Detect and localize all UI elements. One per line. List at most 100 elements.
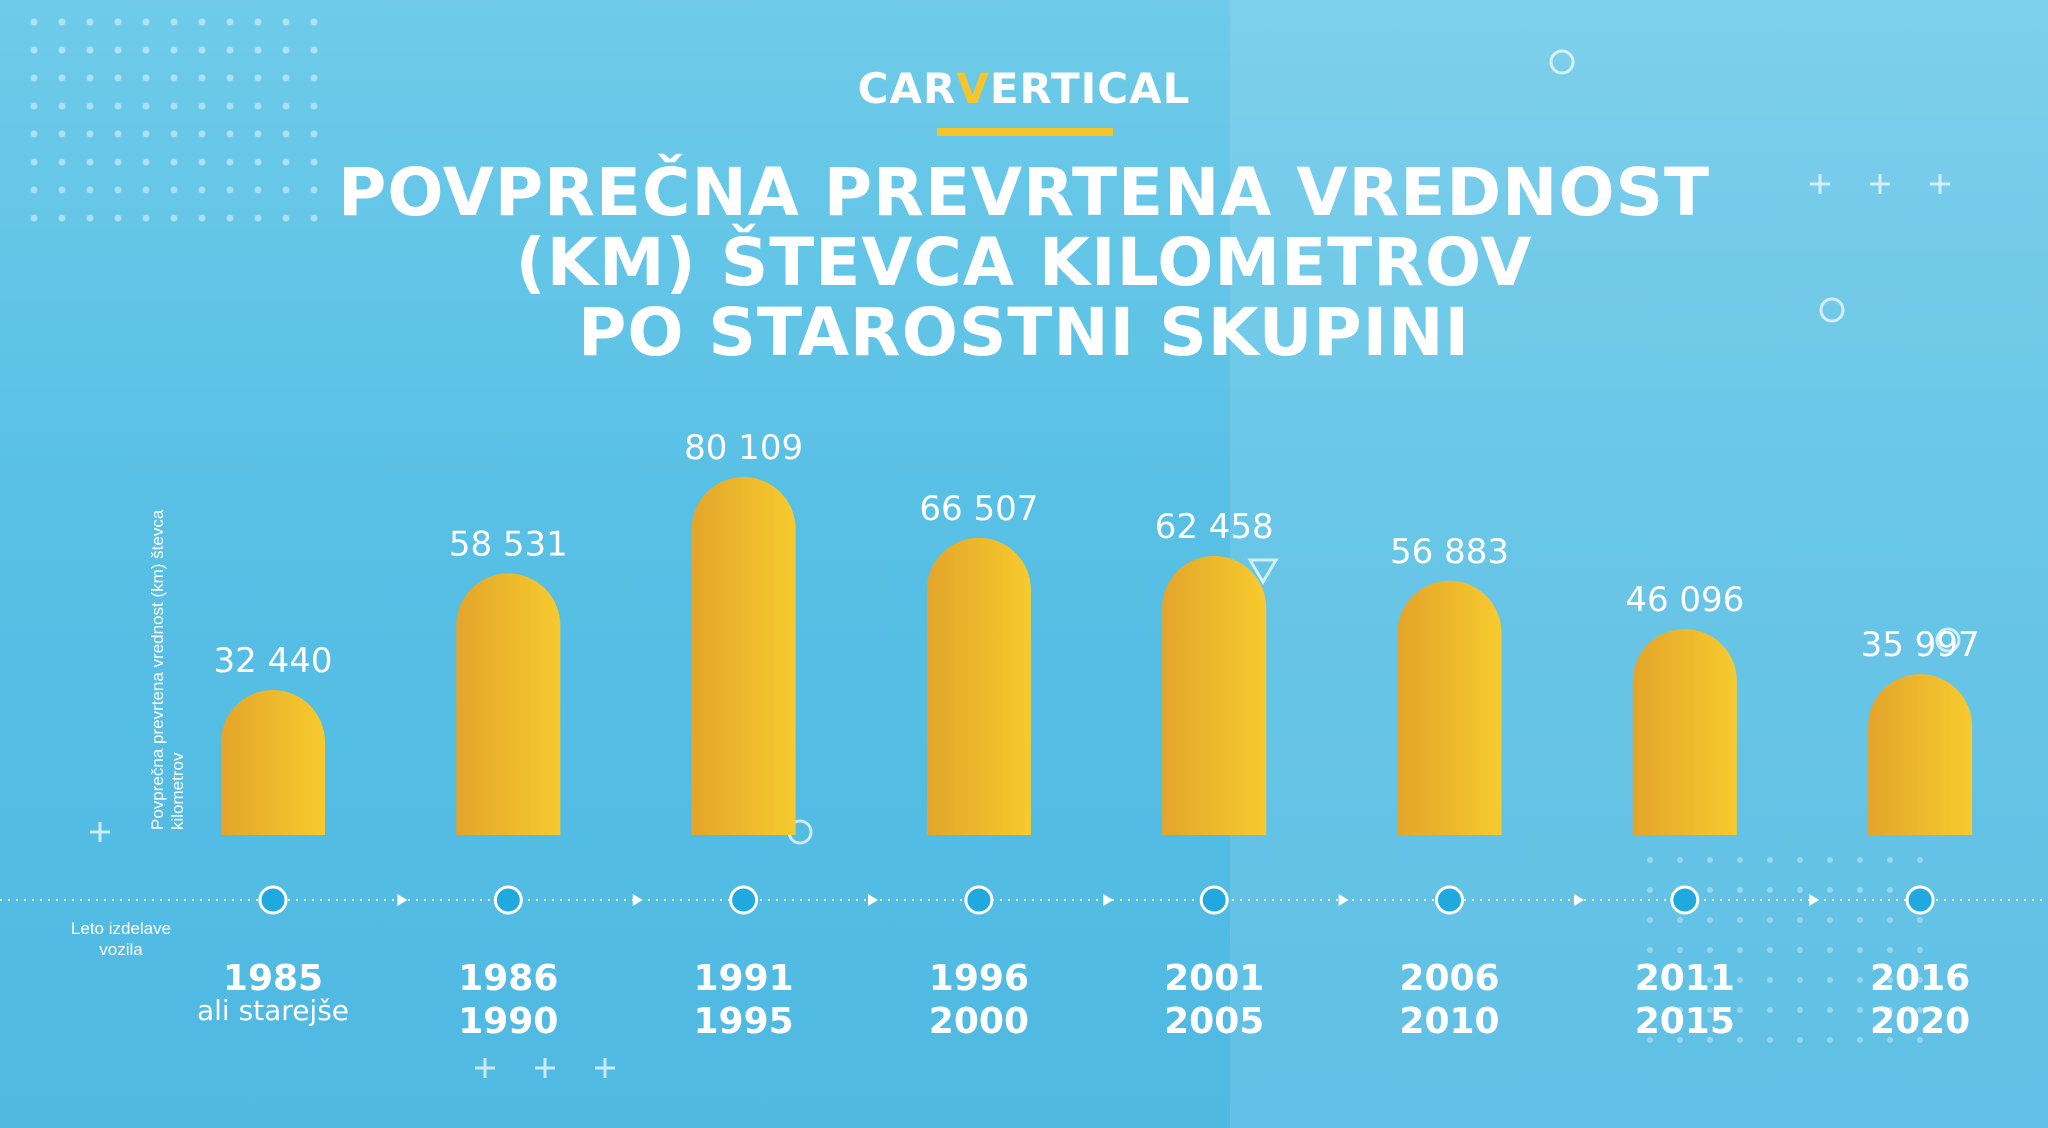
bg-dot	[198, 46, 206, 54]
bg-dot	[58, 214, 66, 222]
chart-title: POVPREČNA PREVRTENA VREDNOST (KM) ŠTEVCA…	[124, 158, 1924, 368]
timeline-marker	[729, 885, 759, 915]
category-label: 2020	[1870, 1001, 1970, 1042]
bg-dot	[142, 102, 150, 110]
bg-dot	[1647, 887, 1653, 893]
category-label: 1985	[223, 958, 323, 999]
bg-dot	[30, 130, 38, 138]
logo-underline	[937, 128, 1113, 136]
timeline-arrow	[1573, 894, 1584, 906]
bg-dot	[142, 18, 150, 26]
bg-dot	[1857, 1037, 1863, 1043]
timeline-arrow	[868, 894, 879, 906]
bg-dot	[30, 102, 38, 110]
bg-dot	[310, 158, 318, 166]
bg-dot	[1647, 1037, 1653, 1043]
bg-dot	[1827, 1007, 1833, 1013]
bg-dot	[198, 18, 206, 26]
bg-dot	[170, 130, 178, 138]
bg-dot	[114, 158, 122, 166]
bg-dot	[170, 158, 178, 166]
bg-dot	[1857, 887, 1863, 893]
timeline-arrow	[632, 894, 643, 906]
bg-dot	[86, 186, 94, 194]
category-label: 1990	[458, 1001, 558, 1042]
category-label: 2016	[1870, 958, 1970, 999]
bg-dot	[1737, 1007, 1743, 1013]
bg-dot	[86, 158, 94, 166]
bg-dot	[86, 130, 94, 138]
bg-dot	[254, 186, 262, 194]
bg-dot	[58, 18, 66, 26]
plus-icon	[1930, 174, 1950, 194]
bg-dot	[198, 214, 206, 222]
bar	[1632, 629, 1737, 835]
plus-icon	[1870, 174, 1890, 194]
bg-dot	[1707, 1037, 1713, 1043]
bg-dot	[142, 158, 150, 166]
bg-dot	[142, 46, 150, 54]
category-label: 2001	[1164, 958, 1264, 999]
bg-dot	[1857, 917, 1863, 923]
bar-value-label: 56 883	[1390, 532, 1509, 572]
bg-dot	[114, 74, 122, 82]
category-label: 2000	[929, 1001, 1029, 1042]
bg-dot	[310, 102, 318, 110]
bg-dot	[226, 130, 234, 138]
bg-dot	[1707, 857, 1713, 863]
bg-dot	[1797, 977, 1803, 983]
bg-dot	[1707, 947, 1713, 953]
bg-dot	[282, 18, 290, 26]
bg-dot	[198, 74, 206, 82]
bg-dot	[198, 186, 206, 194]
bg-dot	[1737, 857, 1743, 863]
bg-dot	[1647, 1007, 1653, 1013]
bg-dot	[114, 214, 122, 222]
bg-dot	[254, 214, 262, 222]
bg-dot	[1737, 887, 1743, 893]
triangle-icon	[1247, 558, 1279, 585]
bg-dot	[198, 130, 206, 138]
plus-icon	[595, 1058, 615, 1078]
bg-dot	[1887, 917, 1893, 923]
bg-dot	[1707, 917, 1713, 923]
bg-dot	[170, 102, 178, 110]
bg-dot	[1917, 1007, 1923, 1013]
category-label: 1986	[458, 958, 558, 999]
bar-value-label: 58 531	[449, 524, 568, 564]
bg-dot	[30, 158, 38, 166]
bg-dot	[1917, 947, 1923, 953]
timeline-marker	[1670, 885, 1700, 915]
bg-dot	[226, 102, 234, 110]
bar	[221, 690, 325, 835]
bg-dot	[1887, 887, 1893, 893]
bg-dot	[58, 158, 66, 166]
bg-dot	[198, 158, 206, 166]
bg-dot	[1677, 947, 1683, 953]
bg-dot	[86, 102, 94, 110]
bar	[456, 573, 561, 835]
category-label: 2006	[1399, 958, 1499, 999]
bg-dot	[310, 130, 318, 138]
bg-dot	[1827, 857, 1833, 863]
title-line-3: PO STAROSTNI SKUPINI	[577, 294, 1471, 371]
bg-dot	[198, 102, 206, 110]
bg-dot	[1917, 1037, 1923, 1043]
bg-dot	[58, 130, 66, 138]
ring-icon	[1549, 49, 1575, 75]
bg-dot	[310, 214, 318, 222]
bg-dot	[170, 214, 178, 222]
category-label: 1995	[693, 1001, 793, 1042]
bg-dot	[282, 158, 290, 166]
bg-dot	[1827, 947, 1833, 953]
bg-dot	[142, 214, 150, 222]
bg-dot	[1797, 947, 1803, 953]
bg-dot	[226, 186, 234, 194]
bar-value-label: 62 458	[1155, 507, 1274, 547]
bg-dot	[1857, 1007, 1863, 1013]
bar	[1162, 555, 1267, 835]
title-line-2: (KM) ŠTEVCA KILOMETROV	[515, 224, 1533, 301]
plus-icon	[90, 822, 110, 842]
timeline-arrow	[397, 894, 408, 906]
